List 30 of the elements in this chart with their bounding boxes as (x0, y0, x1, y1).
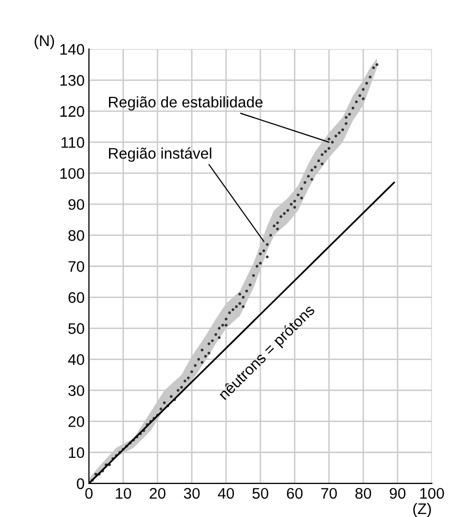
annotation: Região instável (109, 147, 212, 162)
x-tick-label: 90 (390, 488, 406, 499)
y-tick-label: 30 (68, 385, 84, 396)
y-tick-label: 50 (68, 323, 84, 334)
x-tick-label: 80 (355, 488, 372, 499)
y-tick-label: 10 (68, 447, 84, 458)
y-tick-label: 80 (68, 230, 84, 241)
annotation: Região de estabilidade (109, 96, 263, 111)
x-tick-label: 10 (116, 488, 132, 499)
y-tick-label: 0 (76, 478, 84, 490)
x-tick-label: 60 (286, 488, 303, 499)
y-tick-label: 70 (68, 261, 84, 272)
y-tick-label: 20 (68, 416, 84, 428)
y-tick-label: 110 (62, 137, 84, 148)
x-tick-label: 40 (218, 488, 234, 499)
y-tick-label: 60 (68, 292, 84, 303)
y-tick-label: 130 (60, 75, 84, 86)
x-tick-label: 100 (420, 488, 444, 499)
y-tick-label: 90 (68, 199, 84, 210)
x-tick-label: 30 (184, 488, 200, 499)
x-tick-label: 50 (252, 488, 268, 499)
y-tick-label: 140 (60, 44, 84, 55)
y-tick-label: 100 (60, 168, 84, 179)
x-axis-title: (Z) (413, 502, 431, 517)
y-axis-title: (N) (34, 34, 54, 50)
y-tick-label: 40 (68, 354, 84, 365)
x-tick-label: 20 (150, 488, 166, 499)
x-tick-label: 0 (85, 488, 93, 499)
y-tick-label: 120 (60, 106, 84, 117)
x-tick-label: 70 (321, 488, 337, 499)
